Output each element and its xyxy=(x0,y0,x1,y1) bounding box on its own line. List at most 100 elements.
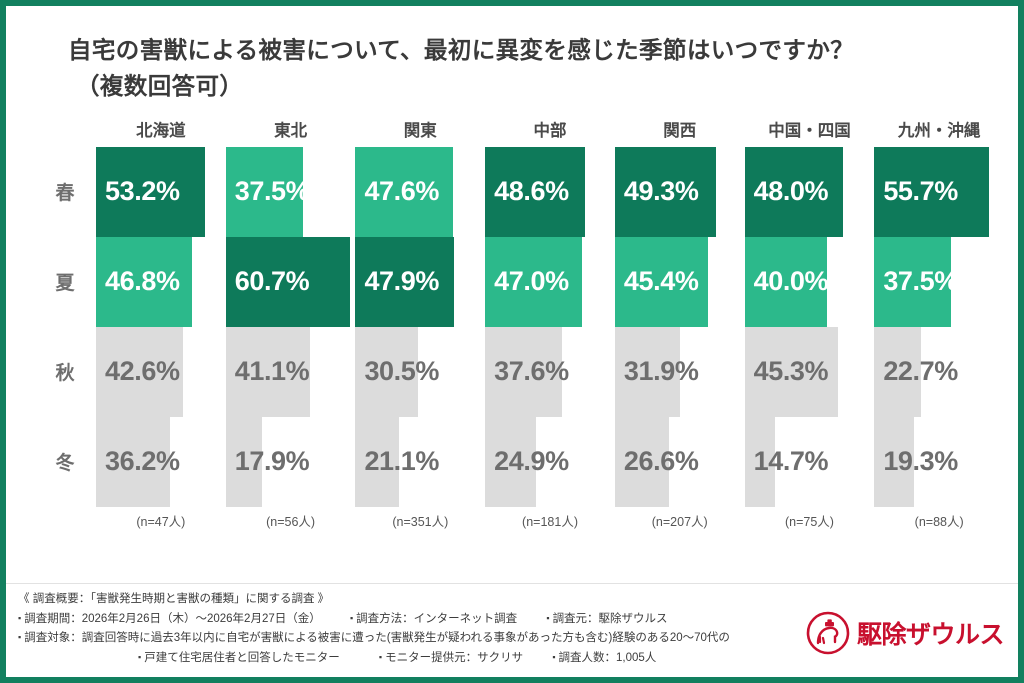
chart-cell: 19.3% xyxy=(874,416,1004,507)
sample-size-cell: (n=56人) xyxy=(226,511,356,530)
sample-size-label: (n=88人) xyxy=(914,514,964,529)
bar xyxy=(874,236,952,327)
chart-cell: 53.2% xyxy=(96,146,226,237)
sample-size-label: (n=351人) xyxy=(392,514,449,529)
column-header-cell: 関東 xyxy=(355,117,485,147)
chart-cell: 47.0% xyxy=(485,236,615,327)
bar xyxy=(96,416,171,507)
season-label: 夏 xyxy=(55,273,75,295)
bar xyxy=(614,236,709,327)
bar-value-label: 47.6% xyxy=(364,176,439,207)
chart-cell: 37.5% xyxy=(874,236,1004,327)
survey-meta-line: 調査期間：2026年2月26日（木）～2026年2月27日（金） 調査方法：イン… xyxy=(18,610,1004,630)
chart-cell: 48.6% xyxy=(485,146,615,237)
column-header-cell: 中部 xyxy=(485,117,615,147)
column-header: 関西 xyxy=(663,121,697,140)
bar-value-label: 37.6% xyxy=(494,356,569,387)
bar xyxy=(744,416,775,507)
bar xyxy=(355,146,454,237)
chart-cell: 46.8% xyxy=(96,236,226,327)
chart-cell: 40.0% xyxy=(744,236,875,327)
sample-size-label: (n=181人) xyxy=(522,514,578,529)
bar xyxy=(96,326,184,417)
column-header-cell: 東北 xyxy=(226,117,356,147)
chart-rows: 春 53.2% 37.5% 47.6% 48.6% 49.3% 48.0% 55.7% 夏 46.… xyxy=(34,146,1004,507)
bar-cell: 22.7% xyxy=(874,326,1004,417)
survey-method: 調査方法：インターネット調査 xyxy=(350,613,517,625)
bar-value-label: 17.9% xyxy=(234,446,310,477)
chart-cell: 60.7% xyxy=(225,236,356,327)
survey-target: 調査対象：調査回答時に過去3年以内に自宅が害獣による被害に遭った(害獣発生が疑わ… xyxy=(18,632,730,644)
bar-cell: 37.6% xyxy=(485,326,615,417)
bar xyxy=(874,416,914,507)
column-header-cell: 関西 xyxy=(615,117,745,147)
bar xyxy=(225,146,303,237)
bar xyxy=(744,326,838,417)
bar-cell: 47.6% xyxy=(355,146,485,237)
sample-size-cell: (n=75人) xyxy=(745,511,875,530)
chart-cell: 48.0% xyxy=(744,146,875,237)
sample-size-cell: (n=207人) xyxy=(615,511,745,530)
bar-value-label: 45.4% xyxy=(623,266,699,297)
bar xyxy=(744,236,827,327)
season-label: 冬 xyxy=(55,453,75,475)
sample-size-cell: (n=47人) xyxy=(96,511,226,530)
chart-cell: 24.9% xyxy=(485,416,615,507)
sample-size-cell: (n=181人) xyxy=(485,511,615,530)
chart-cell: 31.9% xyxy=(614,326,745,417)
bar xyxy=(225,416,263,507)
bar-value-label: 36.2% xyxy=(105,446,180,477)
dinosaur-circle-icon xyxy=(806,611,850,655)
bar-cell: 45.4% xyxy=(614,236,745,327)
bar-cell: 47.9% xyxy=(355,236,485,327)
bar xyxy=(485,416,537,507)
row-cells: 46.8% 60.7% 47.9% 47.0% 45.4% 40.0% 37.5% xyxy=(96,236,1004,327)
bar-cell: 60.7% xyxy=(225,236,356,327)
monitor-provider: モニター提供元：サクリサ xyxy=(379,652,523,664)
column-header: 北海道 xyxy=(136,121,186,140)
bar xyxy=(96,236,192,327)
sample-size-label: (n=207人) xyxy=(651,514,708,529)
bar-cell: 46.8% xyxy=(96,236,226,327)
bar-value-label: 31.9% xyxy=(623,356,699,387)
bar-cell: 47.0% xyxy=(485,236,615,327)
chart-cell: 41.1% xyxy=(225,326,356,417)
survey-target-line2: 戸建て住宅居住者と回答したモニター モニター提供元：サクリサ 調査人数：1,00… xyxy=(18,649,1004,669)
bar-cell: 17.9% xyxy=(225,416,356,507)
bar-cell: 37.5% xyxy=(874,236,1004,327)
bar xyxy=(614,326,681,417)
bar-value-label: 21.1% xyxy=(364,446,439,477)
title-block: 自宅の害獣による被害について、最初に異変を感じた季節はいつですか？ （複数回答可… xyxy=(6,6,1018,105)
chart-cell: 37.6% xyxy=(485,326,615,417)
bar-cell: 21.1% xyxy=(355,416,485,507)
bar-value-label: 47.0% xyxy=(494,266,569,297)
bar-value-label: 37.5% xyxy=(234,176,310,207)
chart-row: 夏 46.8% 60.7% 47.9% 47.0% 45.4% 40.0% 37.5% xyxy=(34,236,1004,327)
chart-row: 秋 42.6% 41.1% 30.5% 37.6% 31.9% 45.3% 22.7% xyxy=(34,326,1004,417)
sample-size-label: (n=75人) xyxy=(784,514,834,529)
survey-target-line: 調査対象：調査回答時に過去3年以内に自宅が害獣による被害に遭った(害獣発生が疑わ… xyxy=(18,629,1004,649)
bar-cell: 26.6% xyxy=(614,416,745,507)
column-header: 中国・四国 xyxy=(768,121,851,140)
bar-cell: 40.0% xyxy=(744,236,875,327)
bar xyxy=(614,416,670,507)
survey-overview: 《 調査概要：「害獣発生時期と害獣の種類」に関する調査 》 xyxy=(18,592,330,605)
bar-value-label: 46.8% xyxy=(105,266,180,297)
bar-cell: 45.3% xyxy=(744,326,875,417)
bar-cell: 41.1% xyxy=(225,326,356,417)
bar-cell: 19.3% xyxy=(874,416,1004,507)
bar-value-label: 14.7% xyxy=(753,446,829,477)
bar-value-label: 42.6% xyxy=(105,356,180,387)
row-cells: 36.2% 17.9% 21.1% 24.9% 26.6% 14.7% 19.3% xyxy=(96,416,1004,507)
chart-row: 春 53.2% 37.5% 47.6% 48.6% 49.3% 48.0% 55.7% xyxy=(34,146,1004,237)
bar-cell: 14.7% xyxy=(744,416,875,507)
chart-cell: 45.4% xyxy=(614,236,745,327)
sample-size-row: (n=47人) (n=56人) (n=351人) (n=181人) (n=207人) (n… xyxy=(34,511,1004,530)
sample-size-label: (n=47人) xyxy=(136,514,186,529)
bar-value-label: 48.6% xyxy=(494,176,569,207)
column-header: 九州・沖縄 xyxy=(897,121,981,140)
footer: 《 調査概要：「害獣発生時期と害獣の種類」に関する調査 》 調査期間：2026年… xyxy=(6,582,1018,677)
bar-cell: 37.5% xyxy=(225,146,356,237)
chart-cell: 49.3% xyxy=(614,146,745,237)
